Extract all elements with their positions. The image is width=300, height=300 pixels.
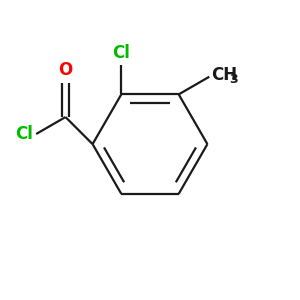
Text: Cl: Cl [15, 125, 33, 143]
Text: O: O [58, 61, 73, 79]
Text: CH: CH [211, 66, 237, 84]
Text: Cl: Cl [112, 44, 130, 62]
Text: 3: 3 [229, 73, 238, 86]
